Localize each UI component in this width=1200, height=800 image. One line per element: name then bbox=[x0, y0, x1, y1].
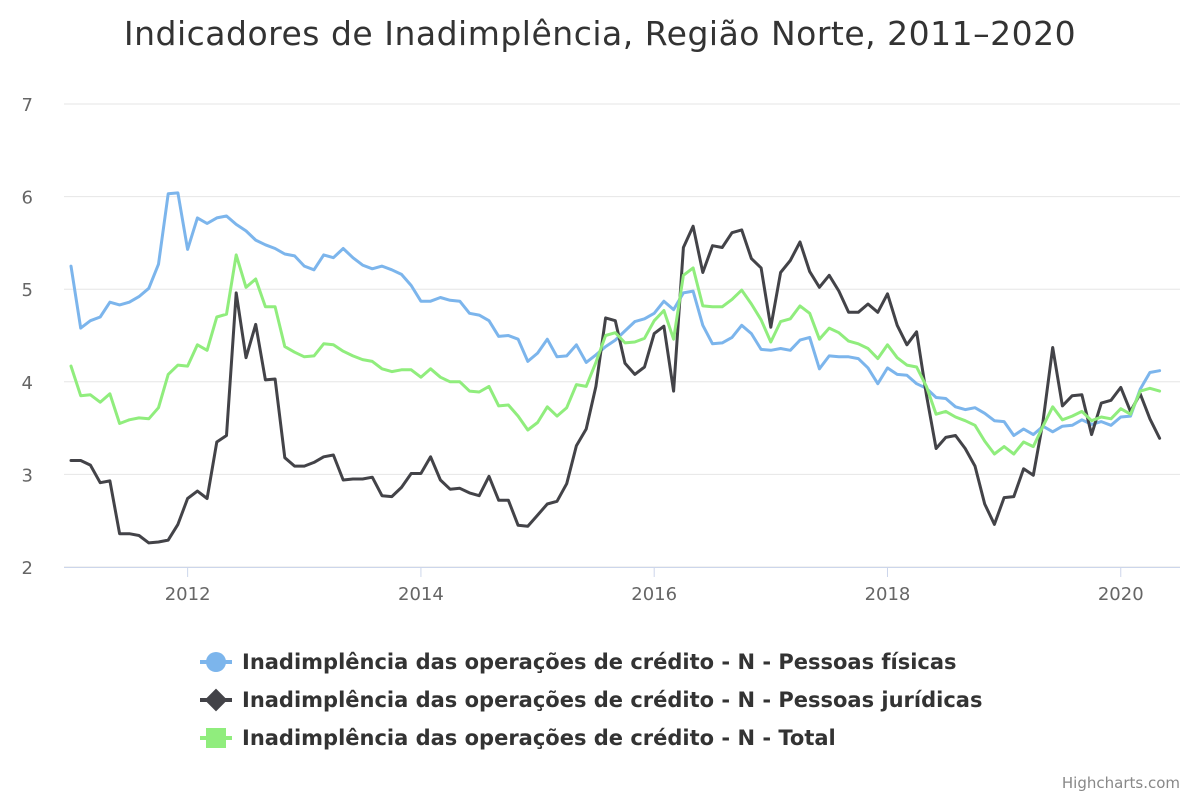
y-tick-label: 3 bbox=[22, 465, 33, 486]
diamond-marker-icon bbox=[204, 688, 228, 712]
series-line-pessoas-juridicas[interactable] bbox=[69, 224, 1162, 545]
y-tick-label: 5 bbox=[22, 280, 33, 301]
legend-label-pessoas-juridicas: Inadimplência das operações de crédito -… bbox=[242, 688, 983, 712]
x-tick-label: 2016 bbox=[631, 584, 677, 605]
series-line-total[interactable] bbox=[69, 253, 1162, 456]
y-tick-label: 4 bbox=[22, 373, 33, 394]
series-layer bbox=[69, 191, 1162, 545]
legend-item-pessoas-fisicas[interactable]: Inadimplência das operações de crédito -… bbox=[200, 646, 982, 684]
legend-item-pessoas-juridicas[interactable]: Inadimplência das operações de crédito -… bbox=[200, 684, 982, 722]
series-line-pessoas-fisicas[interactable] bbox=[69, 191, 1162, 437]
x-tick-label: 2012 bbox=[165, 584, 211, 605]
legend-item-total[interactable]: Inadimplência das operações de crédito -… bbox=[200, 722, 982, 760]
circle-marker-icon bbox=[206, 652, 226, 672]
square-marker-icon bbox=[206, 728, 226, 748]
x-tick-label: 2018 bbox=[865, 584, 911, 605]
legend-label-pessoas-fisicas: Inadimplência das operações de crédito -… bbox=[242, 650, 957, 674]
y-axis-labels: 2 3 4 5 6 7 bbox=[22, 95, 33, 579]
legend-label-total: Inadimplência das operações de crédito -… bbox=[242, 726, 836, 750]
credits-link[interactable]: Highcharts.com bbox=[1061, 774, 1180, 792]
y-tick-label: 6 bbox=[22, 188, 33, 209]
legend: Inadimplência das operações de crédito -… bbox=[200, 646, 982, 760]
y-tick-label: 2 bbox=[22, 558, 33, 579]
x-tick-label: 2020 bbox=[1098, 584, 1144, 605]
x-tick-label: 2014 bbox=[398, 584, 444, 605]
x-axis: 2012 2014 2016 2018 2020 bbox=[64, 567, 1180, 605]
chart-title: Indicadores de Inadimplência, Região Nor… bbox=[123, 14, 1077, 53]
y-tick-label: 7 bbox=[22, 95, 33, 116]
